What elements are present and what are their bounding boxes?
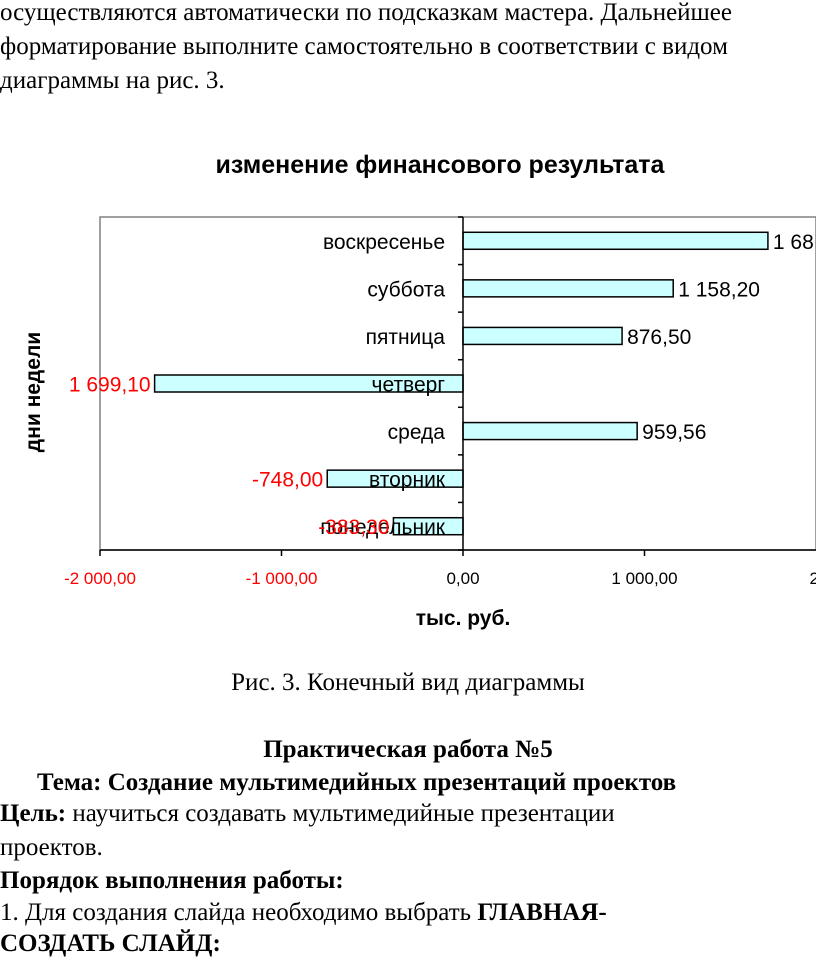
category-label: четверг [372, 374, 446, 397]
financial-result-chart: изменение финансового результата понедел… [22, 151, 816, 630]
category-label: понедельник [320, 516, 446, 539]
data-label: 959,56 [642, 421, 706, 444]
chart-title: изменение финансового результата [216, 151, 666, 179]
practical-title-text: Практическая работа №5 [263, 736, 553, 763]
category-label: вторник [369, 469, 446, 492]
data-label: 1 158,20 [678, 278, 760, 301]
bar-6 [462, 231, 769, 251]
goal-line-2: проектов. [0, 834, 103, 861]
x-tick-label: 0,00 [446, 569, 479, 588]
goal-text: научиться создавать мультимедийные презе… [66, 800, 615, 827]
step-1-bold-a: ГЛАВНАЯ- [477, 899, 607, 926]
figure-caption: Рис. 3. Конечный вид диаграммы [231, 669, 585, 696]
topic-line: Тема: Создание мультимедийных презентаци… [37, 768, 676, 798]
procedure-title-line: Порядок выполнения работы: [0, 866, 344, 896]
category-label: среда [388, 421, 446, 444]
data-label: 1 699,10 [69, 374, 151, 397]
step-1-bold-b: СОЗДАТЬ СЛАЙД: [0, 930, 221, 957]
goal-line: Цель: научиться создавать мультимедийные… [0, 799, 615, 829]
category-label: пятница [366, 326, 446, 349]
x-tick-label: -2 000,00 [64, 569, 136, 588]
step-1-text: 1. Для создания слайда необходимо выбрат… [0, 899, 478, 926]
x-tick-label: -1 000,00 [246, 569, 318, 588]
intro-line-3: диаграммы на рис. 3. [0, 67, 225, 94]
bar-5 [462, 279, 674, 298]
step-1-line: 1. Для создания слайда необходимо выбрат… [0, 898, 607, 928]
bar-4 [462, 326, 623, 346]
y-axis-title: дни недели [22, 332, 45, 452]
intro-line-2: форматирование выполните самостоятельно … [0, 33, 728, 60]
x-tick-label: 1 000,00 [611, 569, 677, 588]
x-axis-title: тыс. руб. [416, 607, 511, 630]
step-1-line-2: СОЗДАТЬ СЛАЙД: [0, 929, 221, 959]
data-label: -748,00 [252, 469, 323, 492]
data-label: 1 68 [773, 231, 814, 254]
procedure-title: Порядок выполнения работы: [0, 867, 344, 894]
practical-title: Практическая работа №5 [0, 735, 816, 765]
topic-text: Тема: Создание мультимедийных презентаци… [37, 769, 677, 796]
category-label: воскресенье [323, 231, 445, 254]
data-label: 876,50 [627, 326, 691, 349]
bar-2 [462, 421, 638, 441]
intro-line-1: осуществляются автоматически по подсказк… [0, 0, 732, 26]
x-tick-label: 2 00 [809, 569, 816, 588]
category-label: суббота [367, 278, 445, 301]
goal-label: Цель: [0, 800, 67, 827]
data-label: -383,30 [318, 516, 389, 539]
